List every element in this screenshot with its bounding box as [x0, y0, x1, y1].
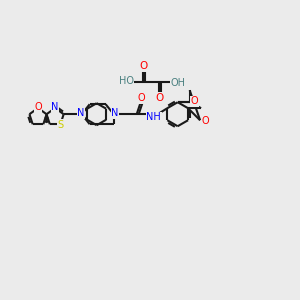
Text: OH: OH	[170, 77, 185, 88]
Text: S: S	[57, 120, 64, 130]
Text: NH: NH	[146, 112, 161, 122]
Text: N: N	[77, 108, 84, 118]
Text: N: N	[111, 108, 118, 118]
Text: O: O	[140, 61, 148, 71]
Text: O: O	[201, 116, 209, 126]
Text: O: O	[34, 103, 42, 112]
Text: O: O	[138, 93, 146, 103]
Text: N: N	[51, 103, 59, 112]
Text: HO: HO	[118, 76, 134, 86]
Text: O: O	[156, 93, 164, 103]
Text: O: O	[191, 96, 199, 106]
